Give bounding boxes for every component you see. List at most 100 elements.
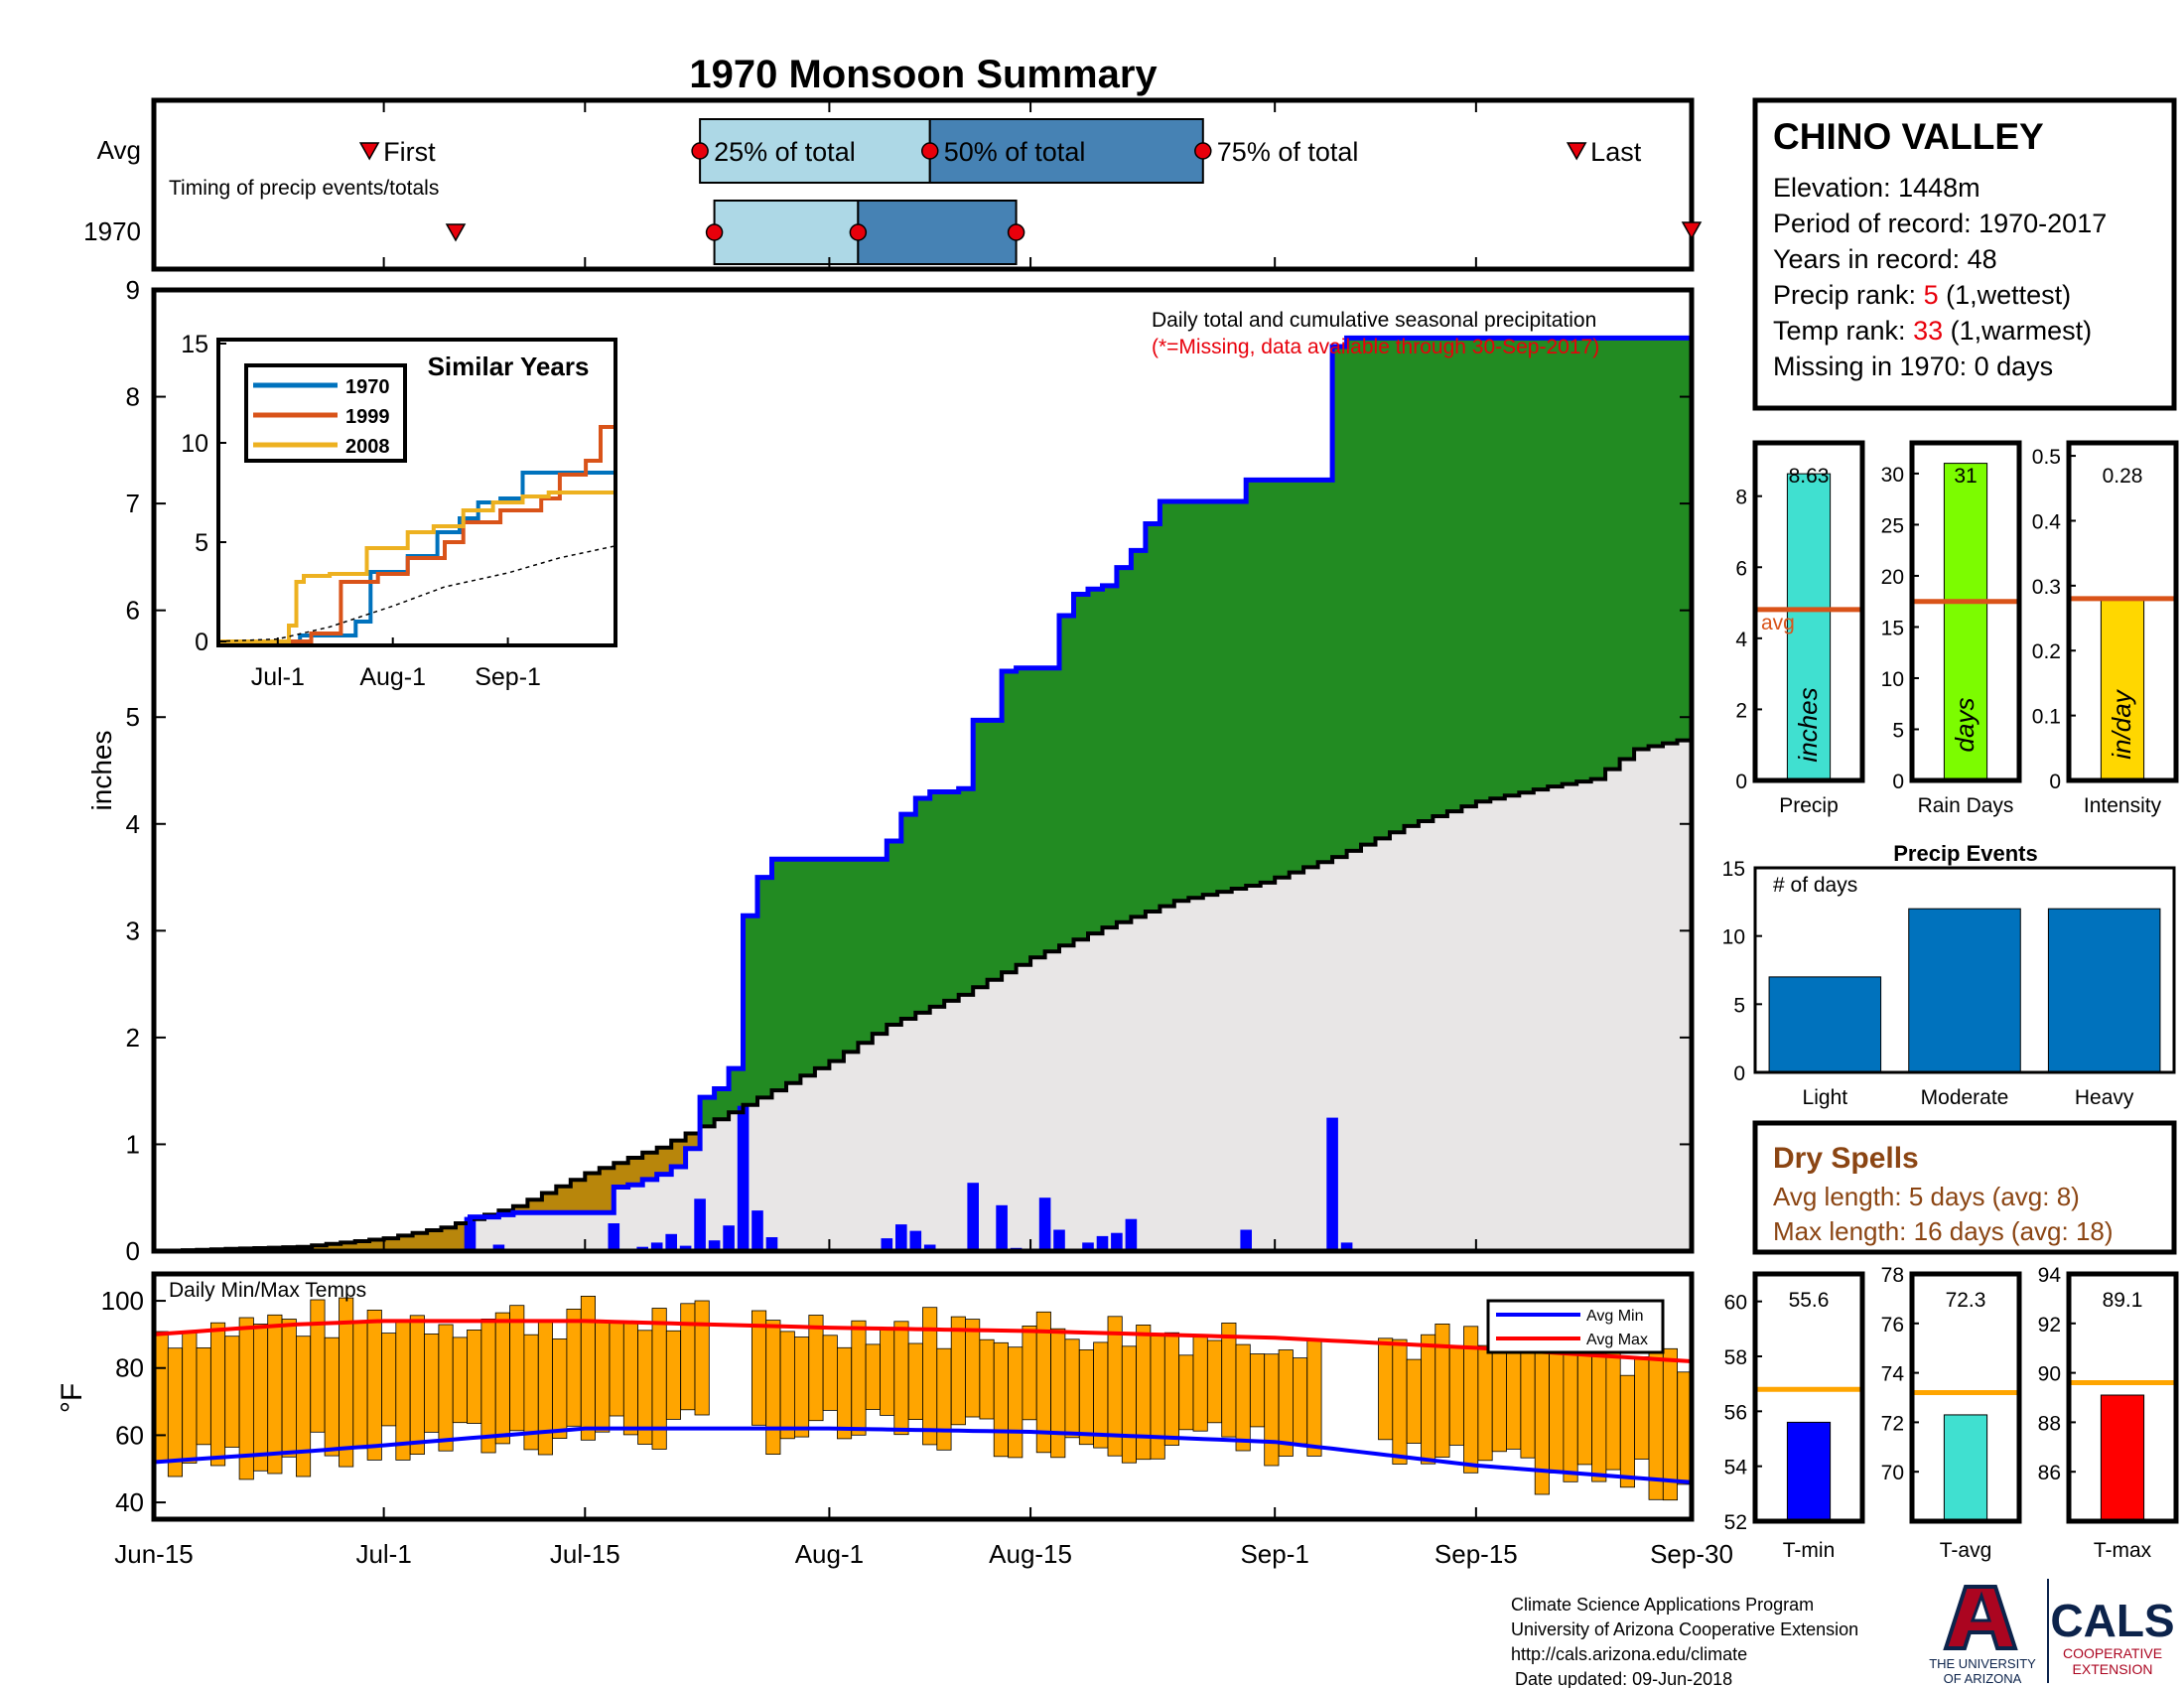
daily-temp-bar xyxy=(694,1300,710,1416)
year-p50-marker xyxy=(849,223,868,241)
avg-area xyxy=(154,737,1692,1251)
inset-y-ticks: 0 5 10 15 xyxy=(181,331,226,656)
legend-avg-min-label: Avg Min xyxy=(1586,1308,1644,1325)
daily-precip-bar xyxy=(694,1198,706,1251)
temp-summary-value-label: 89.1 xyxy=(2103,1289,2143,1312)
main-y-tick-label: 8 xyxy=(126,382,140,412)
station-years: Years in record: 48 xyxy=(1773,244,1997,274)
year-25-50-box xyxy=(713,200,860,265)
temp-y-tick-label: 40 xyxy=(115,1487,144,1517)
avg-25-50-box xyxy=(699,118,931,184)
figure-title: 1970 Monsoon Summary xyxy=(689,53,1158,96)
year-50-75-box xyxy=(857,200,1018,265)
inset-x-tick-label: Sep-1 xyxy=(475,663,541,691)
inset-y-tick-label: 0 xyxy=(195,629,208,656)
daily-temp-bar xyxy=(1434,1324,1450,1458)
daily-precip-bar xyxy=(996,1204,1008,1251)
daily-temp-bar xyxy=(509,1305,525,1432)
main-y-tick-label: 4 xyxy=(126,809,140,839)
main-plot-frame xyxy=(151,287,1695,1254)
timing-p25-label: 25% of total xyxy=(714,137,856,167)
temp-summary-chart-1: 52 54 56 58 60 55.6 T-min xyxy=(1724,1271,1865,1562)
temp-summary-bars: 52 54 56 58 60 55.6 T-min 70 72 74 76 78 72.3 T-avg 86… xyxy=(1724,1264,2179,1562)
temp-summary-y-tick-label: 76 xyxy=(1881,1314,1904,1336)
summary-bar-chart-3: 0 0.1 0.2 0.3 0.4 0.5 0.28 in/day Intensity xyxy=(2032,440,2179,817)
summary-bar-chart-1: 0 2 4 6 8 8.63 inches Precip avg xyxy=(1735,440,1865,817)
summary-y-tick-label: 0 xyxy=(1892,771,1904,793)
temp-summary-category-label: T-max xyxy=(2094,1539,2152,1562)
avg-cumulative-line xyxy=(154,737,1694,1253)
summary-y-tick-label: 0.3 xyxy=(2032,576,2061,599)
timing-p50-label: 50% of total xyxy=(944,137,1086,167)
precip-rank-value: 5 xyxy=(1924,280,1939,310)
station-box-frame xyxy=(1752,97,2177,411)
summary-y-tick-label: 10 xyxy=(1881,668,1904,691)
temp-summary-y-tick-label: 78 xyxy=(1881,1264,1904,1287)
daily-temp-bar xyxy=(1250,1353,1266,1428)
avg-p75-marker xyxy=(1194,142,1212,160)
daily-temp-bar xyxy=(1591,1351,1607,1482)
daily-precip-bars xyxy=(464,1105,1353,1251)
summary-category-label: Precip xyxy=(1779,794,1839,817)
daily-temp-bar xyxy=(1221,1323,1237,1438)
daily-temp-bar xyxy=(209,1322,226,1467)
avg-first-marker xyxy=(358,142,380,161)
summary-value-label: 31 xyxy=(1954,465,1977,488)
daily-temp-bar xyxy=(1406,1358,1422,1444)
daily-temp-bar xyxy=(537,1319,553,1456)
summary-y-tick-label: 2 xyxy=(1735,699,1747,722)
daily-precip-bar xyxy=(1340,1242,1353,1251)
footer-line-2: University of Arizona Cooperative Extens… xyxy=(1511,1619,1858,1639)
daily-temp-bar xyxy=(1207,1339,1223,1424)
daily-temp-bar xyxy=(680,1303,696,1411)
daily-precip-bar xyxy=(909,1230,922,1251)
events-plot-frame xyxy=(1753,866,2176,1074)
station-period: Period of record: 1970-2017 xyxy=(1773,209,2107,238)
precip-rank-suffix: (1,wettest) xyxy=(1939,280,2072,310)
daily-temp-bar xyxy=(1534,1351,1550,1495)
cals-logo-text: CALS xyxy=(2050,1595,2174,1646)
temp-summary-y-tick-label: 60 xyxy=(1724,1292,1747,1315)
daily-temp-bar xyxy=(893,1321,909,1436)
temp-summary-y-tick-label: 90 xyxy=(2038,1363,2061,1386)
ua-logo-icon xyxy=(1943,1585,2018,1650)
summary-y-tick-label: 0.2 xyxy=(2032,640,2061,663)
station-temp-rank: Temp rank: 33 (1,warmest) xyxy=(1773,316,2092,346)
daily-temp-bar xyxy=(424,1334,440,1433)
daily-precip-bar xyxy=(1082,1242,1094,1251)
temp-summary-value-bar xyxy=(1943,1414,1988,1522)
daily-temp-bar xyxy=(552,1338,568,1440)
events-category-label: Heavy xyxy=(2075,1086,2134,1109)
daily-temp-bar xyxy=(1378,1337,1394,1441)
main-precip-chart: 0 1 2 3 4 5 6 7 8 9 inches Daily total and cumula… xyxy=(86,275,1695,1266)
x-tick-label: Aug-15 xyxy=(989,1539,1072,1569)
legend-avg-max-label: Avg Max xyxy=(1586,1332,1648,1348)
daily-temp-bar xyxy=(1306,1338,1322,1457)
temp-chart-title: Daily Min/Max Temps xyxy=(169,1279,366,1302)
daily-temp-bar xyxy=(950,1316,966,1426)
daily-precip-bar xyxy=(923,1244,936,1251)
daily-temp-bar xyxy=(765,1320,781,1455)
summary-avg-text: avg xyxy=(1761,612,1795,634)
inset-y-tick-label: 10 xyxy=(181,430,208,458)
daily-precip-bar xyxy=(1096,1235,1109,1251)
temp-summary-value-bar xyxy=(2100,1394,2145,1522)
summary-y-tick-label: 0.5 xyxy=(2032,446,2061,469)
main-y-tick-label: 6 xyxy=(126,596,140,626)
temp-rank-value: 33 xyxy=(1913,316,1943,346)
x-tick-label: Sep-15 xyxy=(1434,1539,1518,1569)
avg-last-marker xyxy=(1566,142,1587,161)
x-tick-label: Aug-1 xyxy=(795,1539,864,1569)
temp-summary-category-label: T-min xyxy=(1783,1539,1836,1562)
daily-temp-bar xyxy=(1093,1341,1109,1449)
footer-line-4: Date updated: 09-Jun-2018 xyxy=(1515,1669,1732,1688)
events-category-label: Moderate xyxy=(1921,1086,2009,1109)
cumulative-lines xyxy=(154,329,1695,1254)
temp-summary-frame xyxy=(1909,1271,2022,1524)
temp-summary-value-label: 55.6 xyxy=(1789,1289,1830,1312)
summary-y-tick-label: 0 xyxy=(2049,771,2061,793)
temp-summary-value-bar xyxy=(1786,1421,1832,1522)
daily-temp-bar xyxy=(1008,1346,1024,1459)
daily-temp-chart: 40 60 80 100 Daily Min/Max Temps °F Avg Min… xyxy=(56,1271,1695,1522)
